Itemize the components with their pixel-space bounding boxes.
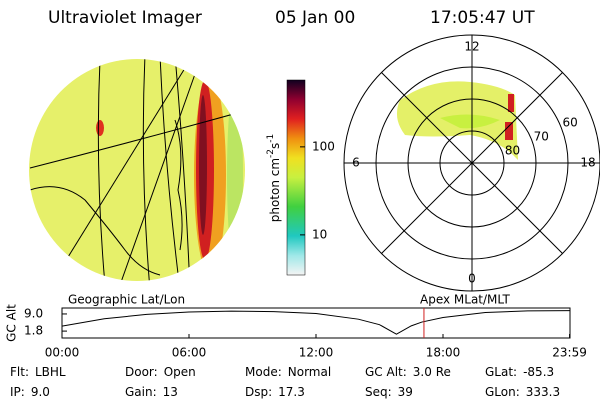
lat-label: 60 [562, 116, 577, 130]
footer-field: GLon: 333.3 [485, 385, 560, 399]
mlt-label: 0 [468, 272, 476, 286]
field-label: GC Alt: [365, 365, 407, 379]
field-value: 333.3 [526, 385, 560, 399]
field-label: GLat: [485, 365, 517, 379]
date: 05 Jan 00 [275, 8, 355, 28]
x-tick-label: 18:00 [426, 346, 461, 360]
footer-field: Door: Open [125, 365, 196, 379]
field-label: Flt: [10, 365, 29, 379]
y-tick-label: 9.0 [24, 306, 43, 320]
field-value: LBHL [35, 365, 66, 379]
footer-field: GLat: -85.3 [485, 365, 554, 379]
right-label: Apex MLat/MLT [420, 293, 510, 307]
lat-label: 70 [534, 130, 549, 144]
y-axis-label: GC Alt [5, 304, 19, 342]
field-label: Seq: [365, 385, 392, 399]
polar-grid [343, 34, 600, 292]
footer-field: Flt: LBHL [10, 365, 66, 379]
x-tick-label: 00:00 [45, 346, 80, 360]
field-label: GLon: [485, 385, 520, 399]
colorbar-label: photon cm-2s-1 [266, 134, 282, 223]
lat-ring [375, 66, 569, 260]
footer-field: Dsp: 17.3 [245, 385, 305, 399]
field-label: Mode: [245, 365, 282, 379]
left-label: Geographic Lat/Lon [68, 293, 185, 307]
x-tick-label: 06:00 [172, 346, 207, 360]
lat-ring [439, 130, 505, 196]
lat-label: 80 [505, 144, 520, 158]
field-value: 17.3 [278, 385, 305, 399]
field-value: 39 [398, 385, 413, 399]
x-tick-label: 12:00 [299, 346, 334, 360]
field-value: Normal [288, 365, 331, 379]
colorbar-tick-label: 10 [312, 227, 327, 241]
footer-field: Seq: 39 [365, 385, 413, 399]
field-label: Door: [125, 365, 158, 379]
field-value: Open [164, 365, 196, 379]
lat-ring [407, 98, 537, 228]
altitude-line [61, 310, 571, 335]
colorbar [286, 79, 306, 276]
time: 17:05:47 UT [430, 8, 535, 28]
footer-field: Gain: 13 [125, 385, 178, 399]
footer-field: IP: 9.0 [10, 385, 50, 399]
title: Ultraviolet Imager [48, 8, 202, 28]
field-label: Dsp: [245, 385, 272, 399]
footer-field: GC Alt: 3.0 Re [365, 365, 451, 379]
x-tick-label: 23:59 [552, 346, 587, 360]
mlt-label: 12 [464, 40, 479, 54]
field-value: 9.0 [31, 385, 50, 399]
colorbar-tick-label: 100 [312, 139, 335, 153]
mlt-label: 6 [352, 156, 360, 170]
footer-field: Mode: Normal [245, 365, 331, 379]
y-tick-label: 1.8 [24, 324, 43, 338]
earth-image [29, 59, 245, 281]
field-value: 13 [163, 385, 178, 399]
mlt-label: 18 [580, 156, 595, 170]
field-value: 3.0 Re [413, 365, 451, 379]
field-label: IP: [10, 385, 25, 399]
field-value: -85.3 [523, 365, 554, 379]
field-label: Gain: [125, 385, 157, 399]
